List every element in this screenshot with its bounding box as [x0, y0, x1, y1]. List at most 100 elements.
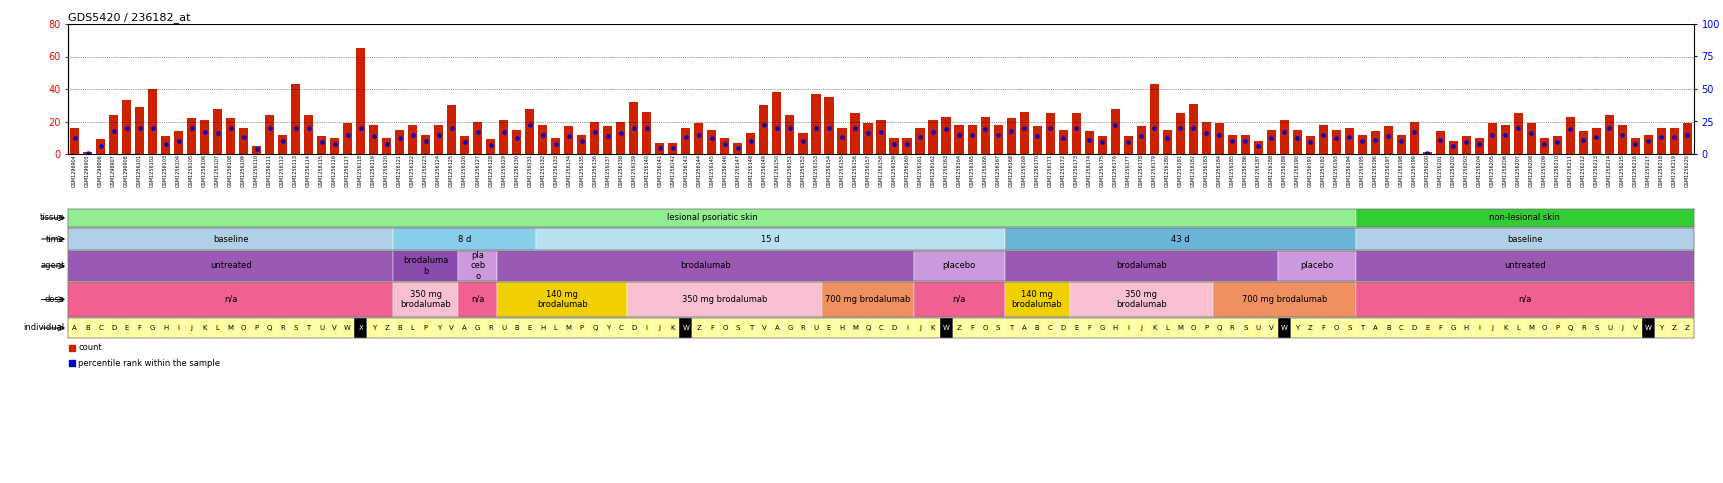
- Point: [529, 130, 557, 138]
- Text: GSM1256173: GSM1256173: [1073, 154, 1079, 187]
- Bar: [496, 282, 627, 317]
- Bar: [1122, 318, 1134, 338]
- Point: [1127, 132, 1154, 140]
- Text: V: V: [450, 325, 453, 331]
- Point: [1413, 149, 1440, 157]
- Bar: [224, 318, 238, 338]
- Bar: [67, 209, 1354, 227]
- Text: F: F: [710, 325, 713, 331]
- Text: U: U: [319, 325, 324, 331]
- Bar: [732, 142, 743, 154]
- Bar: [849, 114, 860, 154]
- Text: GSM1256118: GSM1256118: [358, 154, 364, 187]
- Text: A: A: [462, 325, 467, 331]
- Text: brodalumab: brodalumab: [1115, 261, 1166, 270]
- Text: M: M: [1528, 325, 1533, 331]
- Bar: [1421, 152, 1432, 154]
- Text: GSM1256155: GSM1256155: [839, 154, 844, 187]
- Text: pla
ceb
o: pla ceb o: [470, 251, 486, 281]
- Bar: [967, 125, 975, 154]
- Point: [893, 140, 920, 147]
- Text: GSM1256150: GSM1256150: [774, 154, 779, 187]
- Bar: [460, 136, 469, 154]
- Text: agent: agent: [40, 261, 65, 270]
- Text: GSM1256164: GSM1256164: [956, 154, 961, 187]
- Text: E: E: [827, 325, 830, 331]
- Point: [1230, 137, 1258, 145]
- Text: T: T: [748, 325, 753, 331]
- Point: [724, 143, 751, 151]
- Text: GSM1256131: GSM1256131: [527, 154, 532, 187]
- Text: F: F: [1320, 325, 1325, 331]
- Point: [1387, 137, 1415, 145]
- Bar: [798, 133, 806, 154]
- Bar: [913, 251, 1005, 281]
- Bar: [1354, 282, 1694, 317]
- Bar: [1160, 318, 1173, 338]
- Text: H: H: [164, 325, 169, 331]
- Point: [1282, 135, 1309, 142]
- Bar: [1358, 134, 1366, 154]
- Text: K: K: [202, 325, 207, 331]
- Text: GSM1256175: GSM1256175: [1099, 154, 1104, 187]
- Bar: [1382, 318, 1394, 338]
- Bar: [496, 251, 913, 281]
- Bar: [1354, 251, 1694, 281]
- Point: [1659, 133, 1687, 141]
- Text: GSM1256114: GSM1256114: [307, 154, 310, 187]
- Point: [346, 124, 374, 132]
- Text: I: I: [646, 325, 648, 331]
- Point: [555, 132, 582, 140]
- Text: R: R: [1580, 325, 1585, 331]
- Text: Q: Q: [1216, 325, 1222, 331]
- Text: R: R: [281, 325, 284, 331]
- Bar: [303, 115, 314, 154]
- Point: [295, 124, 322, 132]
- Text: GSM1256124: GSM1256124: [436, 154, 441, 187]
- Bar: [875, 120, 886, 154]
- Text: V: V: [1268, 325, 1273, 331]
- Point: [477, 141, 505, 149]
- Bar: [239, 128, 248, 154]
- Point: [775, 124, 803, 132]
- Text: GSM1256156: GSM1256156: [851, 154, 856, 187]
- Point: [906, 133, 934, 141]
- Bar: [1396, 134, 1404, 154]
- Point: [1595, 124, 1623, 132]
- Bar: [1161, 129, 1172, 154]
- Text: GSM1256154: GSM1256154: [825, 154, 830, 187]
- Text: GSM1256179: GSM1256179: [1151, 154, 1156, 187]
- Bar: [500, 120, 508, 154]
- Bar: [67, 251, 393, 281]
- Bar: [822, 318, 836, 338]
- Bar: [1473, 138, 1484, 154]
- Text: C: C: [619, 325, 622, 331]
- Text: H: H: [1111, 325, 1117, 331]
- Text: O: O: [1334, 325, 1339, 331]
- Point: [177, 124, 205, 132]
- Bar: [353, 318, 367, 338]
- Bar: [1656, 128, 1664, 154]
- Bar: [1368, 318, 1382, 338]
- Text: time: time: [47, 235, 65, 243]
- Text: U: U: [813, 325, 818, 331]
- Bar: [67, 228, 393, 250]
- Text: GSM1256146: GSM1256146: [722, 154, 727, 187]
- Bar: [536, 228, 1005, 250]
- Point: [255, 124, 283, 132]
- Bar: [291, 84, 300, 154]
- Text: J: J: [191, 325, 193, 331]
- Bar: [1342, 318, 1354, 338]
- Text: Z: Z: [1308, 325, 1311, 331]
- Point: [1296, 139, 1323, 146]
- Point: [217, 124, 245, 132]
- Bar: [1384, 127, 1392, 154]
- Bar: [915, 128, 924, 154]
- Bar: [758, 105, 768, 154]
- Bar: [770, 318, 782, 338]
- Bar: [1148, 318, 1160, 338]
- Text: GSM1256168: GSM1256168: [1008, 154, 1013, 187]
- Point: [1399, 128, 1427, 136]
- Text: F: F: [1437, 325, 1442, 331]
- Bar: [1408, 318, 1420, 338]
